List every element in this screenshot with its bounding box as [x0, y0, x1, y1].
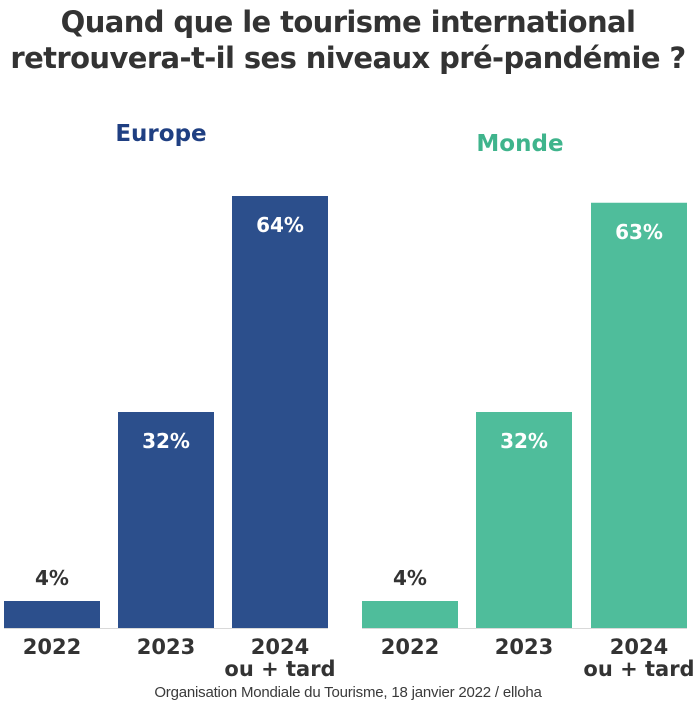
chart-layer: Europe 4% 2022 32% 2023 64% 2024 ou + tard Monde…	[4, 121, 695, 680]
bar-monde-2	[476, 412, 572, 628]
value-label-monde-2: 32%	[500, 429, 548, 453]
value-label-monde-1: 4%	[393, 566, 427, 590]
category-label-monde-1: 2022	[381, 635, 439, 659]
chart-title: Quand que le tourisme international retr…	[0, 4, 696, 76]
category-label-monde-2: 2023	[495, 635, 553, 659]
bar-europe-1	[4, 601, 100, 628]
bar-monde-1	[362, 601, 458, 628]
chart-title-line-2: retrouvera-t-il ses niveaux pré-pandémie…	[10, 41, 686, 75]
value-label-europe-1: 4%	[35, 566, 69, 590]
bar-chart: Europe 4% 2022 32% 2023 64% 2024 ou + tard Monde…	[4, 121, 695, 680]
chart-title-line-1: Quand que le tourisme international	[60, 5, 636, 39]
bar-monde-3	[591, 202, 687, 628]
category-label-europe-1: 2022	[23, 635, 81, 659]
value-label-europe-3: 64%	[256, 213, 304, 237]
category-label-monde-3: 2024 ou + tard	[583, 635, 694, 680]
bar-europe-3	[232, 196, 328, 628]
source-note: Organisation Mondiale du Tourisme, 18 ja…	[154, 684, 542, 701]
value-label-monde-3: 63%	[615, 220, 663, 244]
category-label-europe-3: 2024 ou + tard	[224, 635, 335, 680]
group-label-monde: Monde	[476, 131, 563, 157]
bar-europe-2	[118, 412, 214, 628]
value-label-europe-2: 32%	[142, 429, 190, 453]
category-label-europe-2: 2023	[137, 635, 195, 659]
group-label-europe: Europe	[115, 121, 206, 147]
